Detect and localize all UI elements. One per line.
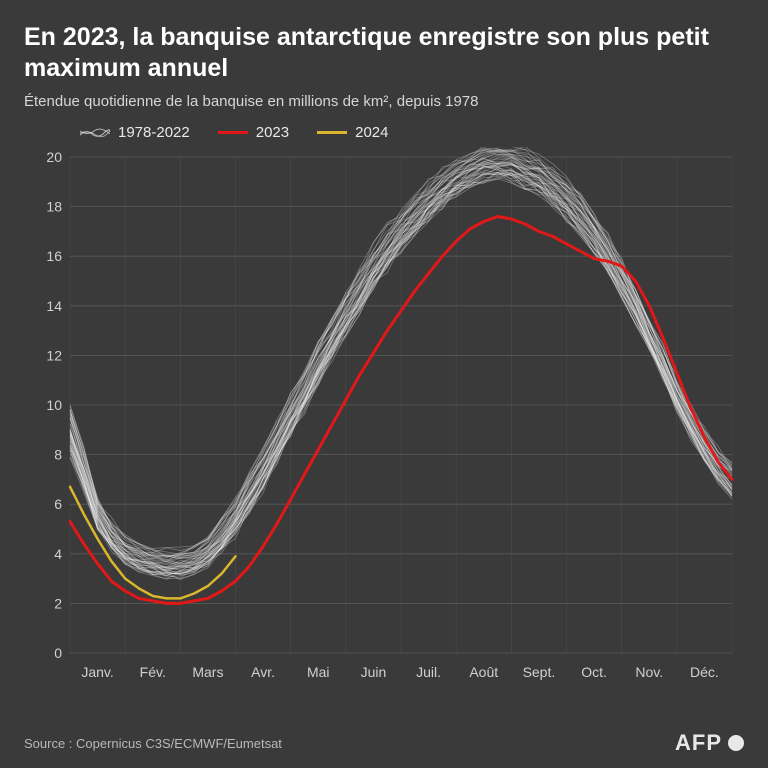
svg-text:Sept.: Sept. [523, 664, 556, 680]
afp-logo: AFP [675, 730, 744, 756]
svg-text:0: 0 [54, 645, 62, 661]
source-text: Source : Copernicus C3S/ECMWF/Eumetsat [24, 736, 282, 751]
legend-label: 1978-2022 [118, 124, 190, 141]
svg-text:Avr.: Avr. [251, 664, 275, 680]
svg-text:14: 14 [46, 298, 62, 314]
svg-text:6: 6 [54, 496, 62, 512]
chart-title: En 2023, la banquise antarctique enregis… [24, 22, 744, 83]
legend-swatch [317, 131, 347, 134]
svg-text:12: 12 [46, 347, 62, 363]
legend-swatch [80, 128, 110, 138]
svg-text:4: 4 [54, 546, 62, 562]
svg-text:8: 8 [54, 447, 62, 463]
svg-text:Juin: Juin [361, 664, 387, 680]
legend-item: 2024 [317, 124, 388, 141]
svg-text:Mars: Mars [192, 664, 223, 680]
legend-label: 2024 [355, 124, 388, 141]
svg-text:Nov.: Nov. [635, 664, 663, 680]
line-chart: 0 2 4 6 8 10 12 14 16 18 20 Janv. Fév. Mars Avr. Mai Jui… [24, 147, 744, 687]
svg-text:10: 10 [46, 397, 62, 413]
svg-text:16: 16 [46, 248, 62, 264]
legend: 1978-2022 2023 2024 [80, 124, 744, 141]
svg-text:Juil.: Juil. [416, 664, 441, 680]
afp-dot-icon [728, 735, 744, 751]
svg-text:Mai: Mai [307, 664, 330, 680]
legend-item: 2023 [218, 124, 289, 141]
svg-text:Janv.: Janv. [81, 664, 113, 680]
svg-text:Fév.: Fév. [140, 664, 166, 680]
legend-swatch [218, 131, 248, 134]
svg-text:2: 2 [54, 595, 62, 611]
svg-text:18: 18 [46, 199, 62, 215]
chart-subtitle: Étendue quotidienne de la banquise en mi… [24, 93, 744, 110]
svg-text:Oct.: Oct. [581, 664, 607, 680]
svg-text:20: 20 [46, 149, 62, 165]
legend-item: 1978-2022 [80, 124, 190, 141]
svg-text:Déc.: Déc. [690, 664, 719, 680]
svg-text:Août: Août [469, 664, 498, 680]
legend-label: 2023 [256, 124, 289, 141]
